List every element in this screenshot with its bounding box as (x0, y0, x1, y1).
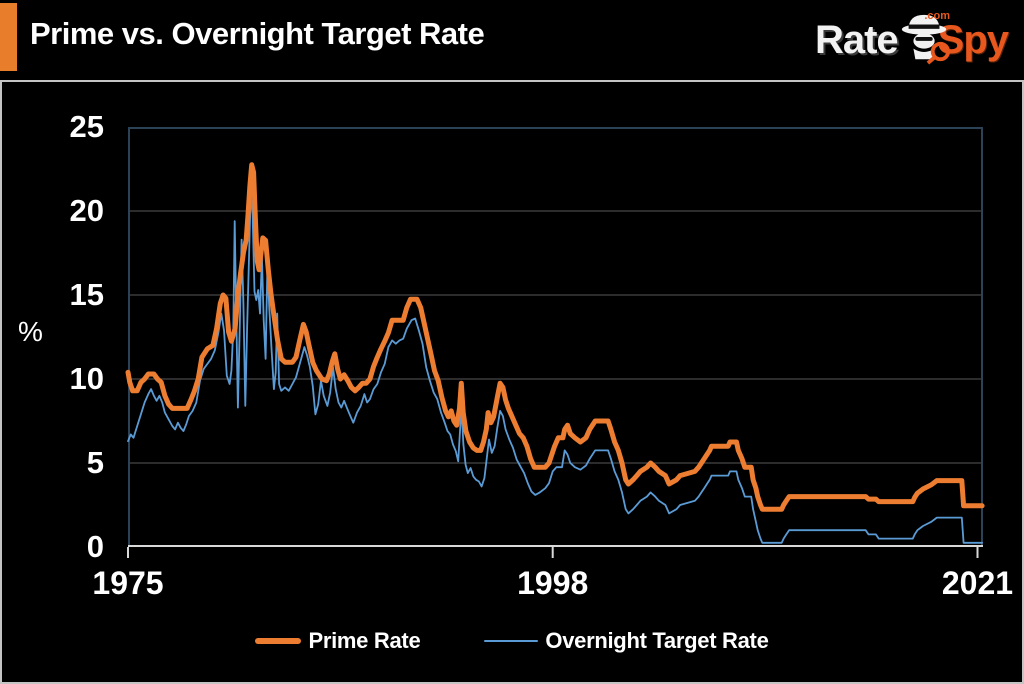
y-axis-tick-labels: 0 5 10 15 20 25 (2, 82, 106, 642)
y-tick-label-10: 10 (69, 361, 104, 396)
legend-label-prime-rate: Prime Rate (308, 628, 421, 653)
x-tick-label-2021: 2021 (941, 565, 1014, 601)
x-tick-label-1998: 1998 (517, 565, 589, 601)
y-tick-label-15: 15 (69, 277, 104, 312)
chart-panel: 0 5 10 15 20 25 % 1975 1998 2021 Prime Rate Over… (0, 80, 1024, 684)
chart-header: Prime vs. Overnight Target Rate Rate Spy… (0, 0, 1024, 80)
spy-detective-icon (896, 11, 954, 65)
y-axis-title: % (18, 316, 43, 347)
chart-legend: Prime Rate Overnight Target Rate (2, 628, 1022, 654)
legend-swatch-overnight-target-rate (484, 640, 539, 642)
ratespy-logo: Rate Spy .com (814, 8, 1009, 72)
legend-label-overnight-target-rate: Overnight Target Rate (545, 628, 769, 653)
orange-accent-bar (0, 3, 17, 71)
logo-text-spy: Spy (937, 17, 1009, 62)
x-axis-tick-labels: 1975 1998 2021 (2, 565, 1022, 605)
logo-text-rate: Rate (814, 17, 899, 62)
legend-swatch-prime-rate (255, 638, 302, 644)
legend-item-prime-rate: Prime Rate (255, 628, 421, 654)
y-tick-label-25: 25 (69, 109, 104, 144)
y-tick-label-20: 20 (69, 193, 104, 228)
logo-text-com: .com (924, 10, 950, 22)
overnight-target-rate-line (127, 189, 983, 544)
prime-rate-line (125, 162, 985, 512)
plot-area (125, 127, 985, 558)
legend-item-overnight-target-rate: Overnight Target Rate (484, 628, 769, 654)
y-tick-label-5: 5 (86, 445, 104, 480)
plot-border (128, 127, 983, 547)
x-tick-label-1975: 1975 (92, 565, 164, 601)
y-tick-label-0: 0 (86, 529, 104, 564)
page-title: Prime vs. Overnight Target Rate (30, 16, 485, 51)
